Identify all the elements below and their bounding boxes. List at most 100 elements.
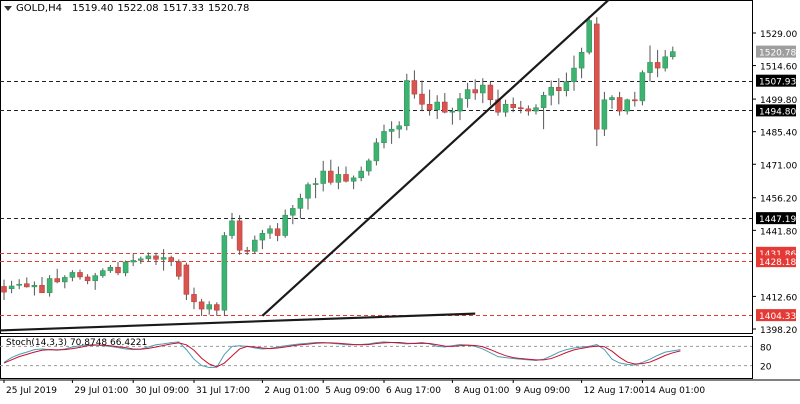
- x-tick-label: 25 Jul 2019: [6, 386, 57, 396]
- level-price-box: [756, 255, 796, 268]
- candle-body: [176, 261, 182, 277]
- candle-body: [548, 87, 554, 96]
- candle-body: [654, 62, 661, 69]
- y-tick-label: 1456.20: [760, 195, 797, 205]
- candle-body: [320, 170, 326, 184]
- candle-body: [396, 125, 402, 130]
- y-tick-label: 1398.20: [760, 326, 797, 336]
- candle-body: [388, 128, 395, 132]
- stoch-level-label: 20: [760, 363, 772, 373]
- candle-body: [282, 214, 288, 236]
- candle-body: [411, 80, 418, 95]
- current-price-label: 1520.78: [759, 49, 796, 59]
- stoch-d-value: 66.4221: [110, 338, 148, 348]
- stoch-k-value: 70.8748: [69, 338, 108, 348]
- candle-body: [8, 285, 15, 289]
- candle-body: [274, 228, 281, 236]
- candle-body: [464, 89, 471, 99]
- candle-body: [609, 97, 615, 101]
- y-tick-label: 1441.80: [760, 227, 797, 237]
- candle-body: [259, 233, 266, 241]
- level-price-box: [756, 246, 796, 259]
- candle-body: [426, 104, 433, 111]
- candle-body: [138, 258, 144, 261]
- candle-body: [31, 285, 38, 288]
- chart-header: GOLD,H4 1519.40 1522.08 1517.33 1520.78: [4, 3, 249, 14]
- stoch-k-line: [3, 341, 681, 369]
- candle-body: [62, 277, 68, 283]
- candle-body: [214, 304, 220, 311]
- candle-body: [647, 62, 653, 73]
- candle-body: [267, 228, 273, 234]
- candle-body: [457, 98, 463, 112]
- level-price-label: 1507.93: [759, 78, 796, 88]
- candle-body: [206, 304, 212, 310]
- candle-body: [639, 72, 646, 102]
- candle-body: [92, 275, 98, 282]
- candle-body: [100, 270, 106, 276]
- candle-body: [236, 220, 243, 251]
- candle-body: [229, 220, 235, 236]
- candle-body: [632, 99, 638, 102]
- candle-body: [24, 283, 30, 288]
- low-value: 1517.33: [162, 3, 205, 14]
- trendline: [0, 312, 476, 332]
- candle-body: [472, 89, 478, 94]
- y-tick-label: 1471.00: [760, 161, 797, 171]
- candle-body: [145, 255, 152, 260]
- candle-body: [107, 266, 114, 271]
- candle-body: [373, 142, 380, 162]
- candle-body: [449, 110, 456, 113]
- candle-body: [1, 286, 7, 293]
- candle-body: [290, 208, 296, 216]
- candle-body: [252, 239, 258, 252]
- level-price-box: [756, 309, 796, 322]
- trendline: [261, 0, 611, 317]
- candle-body: [77, 272, 83, 278]
- candle-body: [502, 104, 509, 113]
- candle-body: [54, 278, 60, 283]
- candle-body: [46, 278, 53, 294]
- candle-body: [601, 99, 608, 130]
- candle-body: [358, 170, 364, 179]
- level-price-box: [756, 104, 796, 117]
- candle-body: [328, 170, 334, 183]
- candle-body: [153, 255, 159, 260]
- candle-body: [670, 51, 676, 58]
- stoch-d-line: [3, 342, 681, 368]
- candle-body: [297, 197, 304, 209]
- symbol-label: GOLD,H4: [16, 3, 62, 14]
- candle-body: [198, 301, 205, 310]
- dropdown-triangle-icon[interactable]: [4, 6, 12, 11]
- level-price-label: 1494.80: [759, 107, 796, 117]
- candle-body: [624, 99, 630, 112]
- candle-body: [244, 249, 250, 252]
- candle-body: [442, 101, 448, 113]
- x-tick-label: 5 Aug 09:00: [325, 386, 380, 396]
- candle-body: [487, 84, 494, 101]
- stoch-title: Stoch(14,3,3): [6, 338, 68, 348]
- candle-body: [578, 51, 585, 69]
- open-value: 1519.40: [71, 3, 114, 14]
- candle-body: [404, 80, 410, 127]
- y-tick-label: 1485.40: [760, 129, 797, 139]
- candle-body: [69, 272, 76, 278]
- candle-body: [168, 257, 174, 262]
- candle-body: [510, 104, 516, 108]
- stoch-level-label: 80: [760, 343, 772, 353]
- candle-body: [343, 174, 349, 182]
- candle-body: [335, 174, 342, 183]
- candle-body: [563, 81, 570, 91]
- x-tick-label: 30 Jul 09:00: [135, 386, 189, 396]
- candle-body: [160, 257, 167, 260]
- x-tick-label: 31 Jul 17:00: [196, 386, 250, 396]
- level-price-label: 1404.33: [759, 312, 796, 322]
- x-tick-label: 9 Aug 09:00: [515, 386, 570, 396]
- candle-body: [540, 94, 547, 108]
- candle-body: [350, 177, 357, 182]
- candle-body: [419, 93, 425, 105]
- price-pane-border: [0, 0, 753, 334]
- candle-body: [16, 283, 22, 286]
